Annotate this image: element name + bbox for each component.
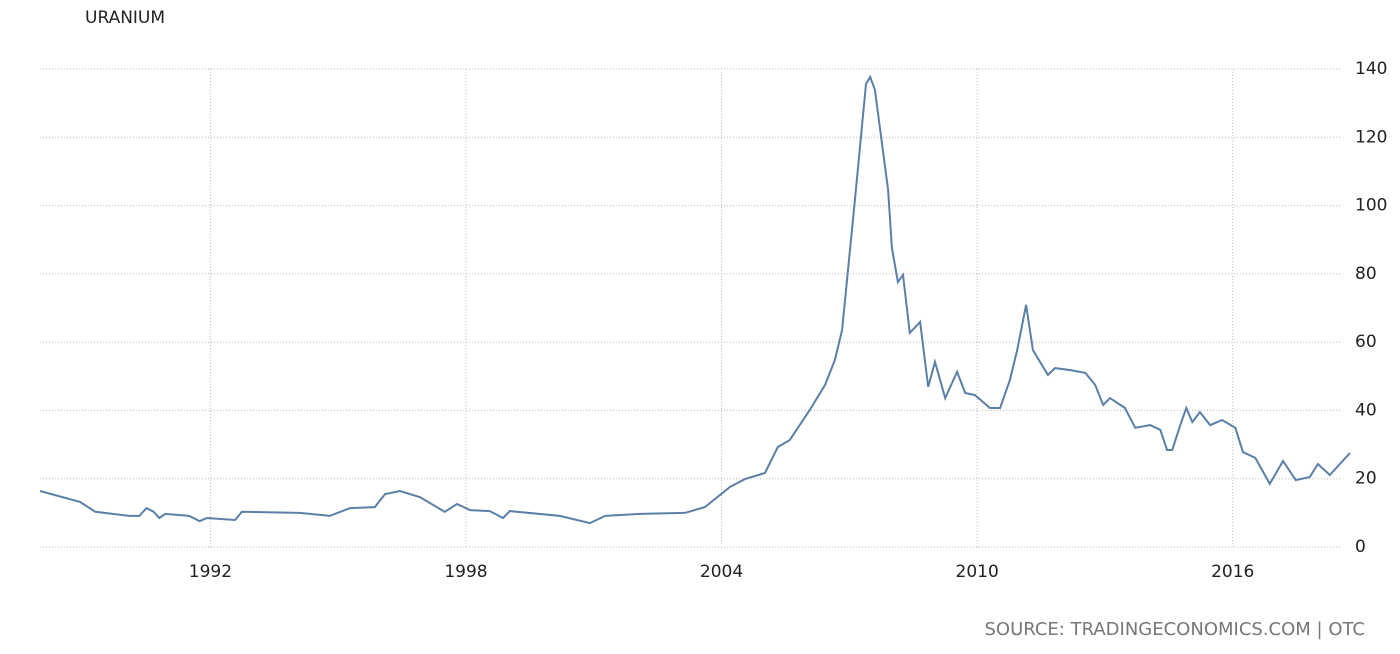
- y-tick-label: 120: [1355, 127, 1387, 147]
- x-tick-label: 2016: [1211, 562, 1254, 582]
- source: SOURCE: TRADINGECONOMICS.COM | OTC: [984, 619, 1365, 640]
- x-tick-label: 1992: [189, 562, 232, 582]
- line: [39, 74, 1351, 525]
- x-tick-label: 1998: [444, 562, 487, 582]
- y-tick-label: 100: [1355, 196, 1387, 216]
- y-tick-label: 60: [1355, 332, 1377, 352]
- y-tick-label: 0: [1355, 537, 1366, 557]
- y-tick-label: 140: [1355, 59, 1387, 79]
- y-tick-label: 80: [1355, 264, 1377, 284]
- x-tick-label: 2004: [700, 562, 743, 582]
- x-tick-label: 2010: [956, 562, 999, 582]
- y-tick-label: 20: [1355, 469, 1377, 489]
- chart-title: URANIUM: [85, 8, 165, 28]
- y-tick-label: 40: [1355, 400, 1377, 420]
